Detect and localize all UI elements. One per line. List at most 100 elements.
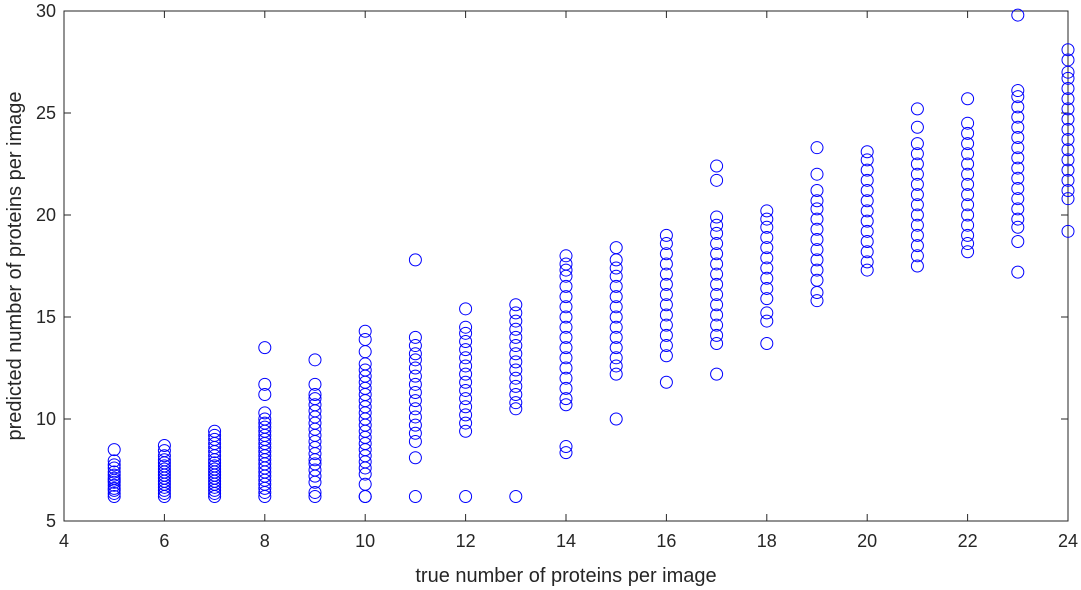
data-point (810, 294, 824, 308)
data-point (107, 481, 121, 495)
x-tick-label: 24 (1058, 531, 1078, 551)
data-point (1011, 171, 1025, 185)
data-point (559, 310, 573, 324)
data-point (559, 300, 573, 314)
data-point (710, 298, 724, 312)
data-point (609, 300, 623, 314)
data-point (609, 412, 623, 426)
data-point (157, 459, 171, 473)
data-point (258, 420, 272, 434)
data-point (961, 116, 975, 130)
x-tick-label: 18 (757, 531, 777, 551)
data-point (609, 290, 623, 304)
data-point (408, 490, 422, 504)
data-point (308, 392, 322, 406)
data-point (1061, 192, 1075, 206)
data-point (760, 251, 774, 265)
data-point (860, 224, 874, 238)
data-point (810, 194, 824, 208)
data-point (1061, 133, 1075, 147)
data-point (1061, 112, 1075, 126)
data-point (107, 465, 121, 479)
data-point (459, 367, 473, 381)
data-point (760, 292, 774, 306)
data-point (910, 120, 924, 134)
data-point (107, 490, 121, 504)
data-point (408, 426, 422, 440)
data-point (710, 237, 724, 251)
data-point (659, 308, 673, 322)
data-point (258, 412, 272, 426)
data-point (308, 353, 322, 367)
x-tick-label: 12 (456, 531, 476, 551)
data-point (710, 308, 724, 322)
data-point (459, 392, 473, 406)
data-point (760, 230, 774, 244)
data-point (810, 243, 824, 257)
data-point (910, 239, 924, 253)
data-point (710, 267, 724, 281)
data-point (509, 490, 523, 504)
data-point (860, 263, 874, 277)
data-point (459, 424, 473, 438)
data-point (459, 383, 473, 397)
data-point (1011, 202, 1025, 216)
data-point (1061, 102, 1075, 116)
data-point (559, 330, 573, 344)
x-tick-label: 6 (159, 531, 169, 551)
data-point (810, 184, 824, 198)
data-point (659, 375, 673, 389)
data-point (659, 237, 673, 251)
data-point (459, 334, 473, 348)
data-point (609, 367, 623, 381)
data-point (1061, 184, 1075, 198)
data-point (559, 341, 573, 355)
data-point (559, 351, 573, 365)
data-point (860, 173, 874, 187)
data-point (810, 212, 824, 226)
data-point (509, 379, 523, 393)
data-point (961, 208, 975, 222)
data-point (609, 241, 623, 255)
x-tick-label: 14 (556, 531, 576, 551)
data-point (609, 269, 623, 283)
data-point (208, 459, 222, 473)
data-point (358, 324, 372, 338)
data-point (961, 198, 975, 212)
data-point (107, 471, 121, 485)
data-point (1061, 224, 1075, 238)
data-point (910, 259, 924, 273)
data-point (358, 363, 372, 377)
data-point (961, 126, 975, 140)
data-point (509, 330, 523, 344)
data-point (459, 400, 473, 414)
y-tick-label: 10 (36, 409, 56, 429)
data-point (659, 277, 673, 291)
data-point (258, 406, 272, 420)
data-point (559, 398, 573, 412)
data-point (710, 367, 724, 381)
data-point (659, 349, 673, 363)
data-point (961, 157, 975, 171)
data-point (910, 147, 924, 161)
data-point (559, 279, 573, 293)
data-point (760, 212, 774, 226)
x-axis-ticks: 4 6 8 10 12 14 16 18 20 22 24 (59, 11, 1078, 551)
data-point (408, 253, 422, 267)
data-point (559, 320, 573, 334)
data-point (810, 253, 824, 267)
data-point (408, 394, 422, 408)
data-point (308, 388, 322, 402)
data-point (860, 163, 874, 177)
data-point (860, 255, 874, 269)
data-point (559, 257, 573, 271)
data-point (1011, 90, 1025, 104)
data-point (308, 457, 322, 471)
data-point (1061, 163, 1075, 177)
data-point (659, 328, 673, 342)
data-point (710, 288, 724, 302)
data-point (157, 444, 171, 458)
data-point (509, 306, 523, 320)
data-point (408, 353, 422, 367)
